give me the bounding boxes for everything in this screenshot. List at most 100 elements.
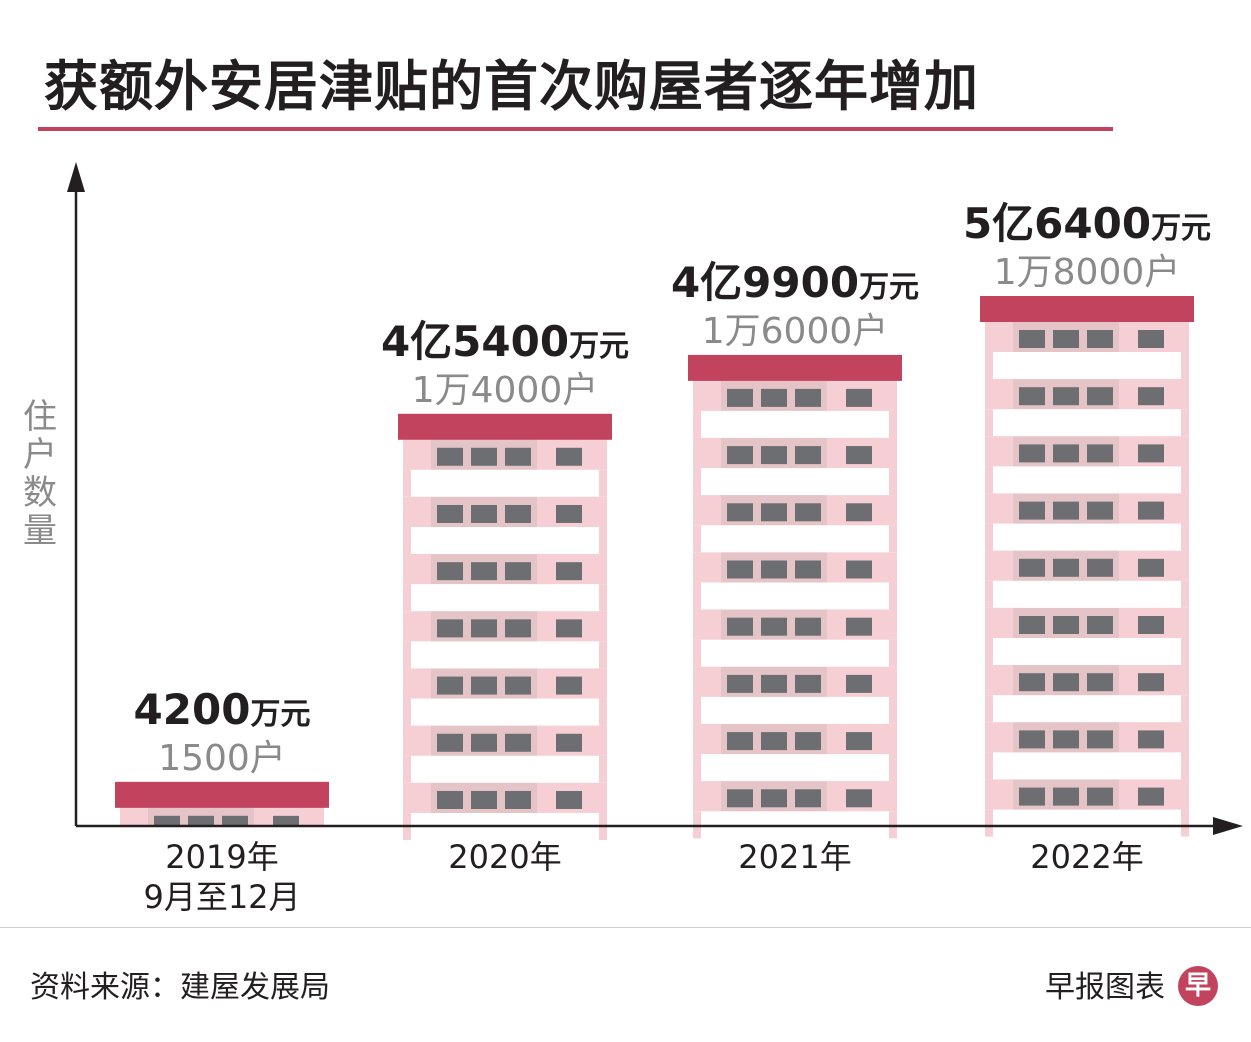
window (1053, 444, 1079, 463)
window (1138, 444, 1164, 463)
pillar (985, 352, 993, 379)
window (761, 446, 787, 465)
bar-roof (398, 413, 612, 440)
window (846, 446, 872, 465)
bar-building (980, 296, 1194, 837)
pillar (889, 468, 897, 496)
pillar (985, 409, 993, 437)
data-label-amount: 5亿6400万元 (963, 199, 1211, 248)
window (556, 676, 582, 695)
window (1087, 387, 1113, 406)
floor-slab (985, 409, 1189, 437)
window (1053, 330, 1079, 348)
pillar (889, 639, 897, 667)
window (795, 732, 821, 751)
x-axis-arrow (1213, 817, 1243, 835)
pillar (693, 754, 701, 782)
window (1087, 730, 1113, 749)
window (846, 503, 872, 522)
pillar (1181, 638, 1189, 665)
y-axis-arrow (67, 162, 85, 192)
title-underline (38, 127, 1113, 131)
pillar (693, 525, 701, 553)
window (846, 560, 872, 579)
window (846, 674, 872, 693)
source-note: 资料来源：建屋发展局 (30, 970, 330, 1005)
pillar (599, 526, 607, 554)
pillar (985, 466, 993, 494)
floor-slab (985, 352, 1189, 379)
window (222, 815, 248, 826)
window (1019, 730, 1045, 749)
window (437, 676, 463, 695)
window (846, 732, 872, 751)
pillar (1181, 466, 1189, 494)
window (437, 733, 463, 752)
window (1019, 558, 1045, 577)
bar-roof (115, 781, 329, 808)
floor-slab (403, 641, 607, 669)
floor-slab (985, 695, 1189, 723)
pillar (985, 695, 993, 723)
window (1019, 330, 1045, 348)
window (1138, 387, 1164, 406)
window (846, 789, 872, 808)
window (795, 503, 821, 522)
data-label-households: 1万8000户 (994, 252, 1181, 293)
window (795, 789, 821, 808)
window (556, 504, 582, 523)
window (727, 560, 753, 579)
bar-roof (980, 296, 1194, 322)
data-label-households: 1万6000户 (702, 311, 889, 352)
window (505, 562, 531, 581)
pillar (985, 752, 993, 780)
window (1087, 501, 1113, 520)
window (1087, 330, 1113, 348)
window (471, 790, 497, 809)
window (727, 388, 753, 407)
window (1053, 558, 1079, 577)
window (505, 790, 531, 809)
window (1087, 673, 1113, 692)
window (761, 732, 787, 751)
window (761, 674, 787, 693)
window (1138, 673, 1164, 692)
pillar (403, 469, 411, 497)
pillar (403, 755, 411, 783)
chart-x-tick-labels: 2019年 9月至12月 2020年 2021年 2022年 (143, 838, 1143, 916)
data-label-amount: 4200万元 (134, 685, 311, 734)
window (471, 619, 497, 638)
window (761, 617, 787, 636)
window (1138, 330, 1164, 348)
window (556, 733, 582, 752)
brand-label: 早报图表 (1045, 970, 1165, 1005)
x-tick-label: 2021年 (738, 838, 851, 876)
window (1087, 787, 1113, 806)
window (846, 388, 872, 407)
window (505, 619, 531, 638)
window (1053, 501, 1079, 520)
pillar (1181, 695, 1189, 723)
floor-slab (985, 466, 1189, 494)
floor-slab (403, 469, 607, 497)
window (1053, 387, 1079, 406)
pillar (889, 525, 897, 553)
window (1019, 616, 1045, 634)
window (505, 733, 531, 752)
window (1053, 730, 1079, 749)
pillar (599, 641, 607, 669)
pillar (889, 754, 897, 782)
floor-slab (693, 410, 897, 438)
window (437, 562, 463, 581)
window (1019, 787, 1045, 806)
window (1053, 616, 1079, 634)
pillar (985, 638, 993, 665)
floor-slab (693, 582, 897, 610)
pillar (1181, 409, 1189, 437)
window (1019, 387, 1045, 406)
pillar (985, 523, 993, 551)
data-label-amount: 4亿5400万元 (381, 317, 629, 366)
pillar (693, 582, 701, 610)
footer-divider (0, 927, 1251, 928)
pillar (1181, 352, 1189, 379)
